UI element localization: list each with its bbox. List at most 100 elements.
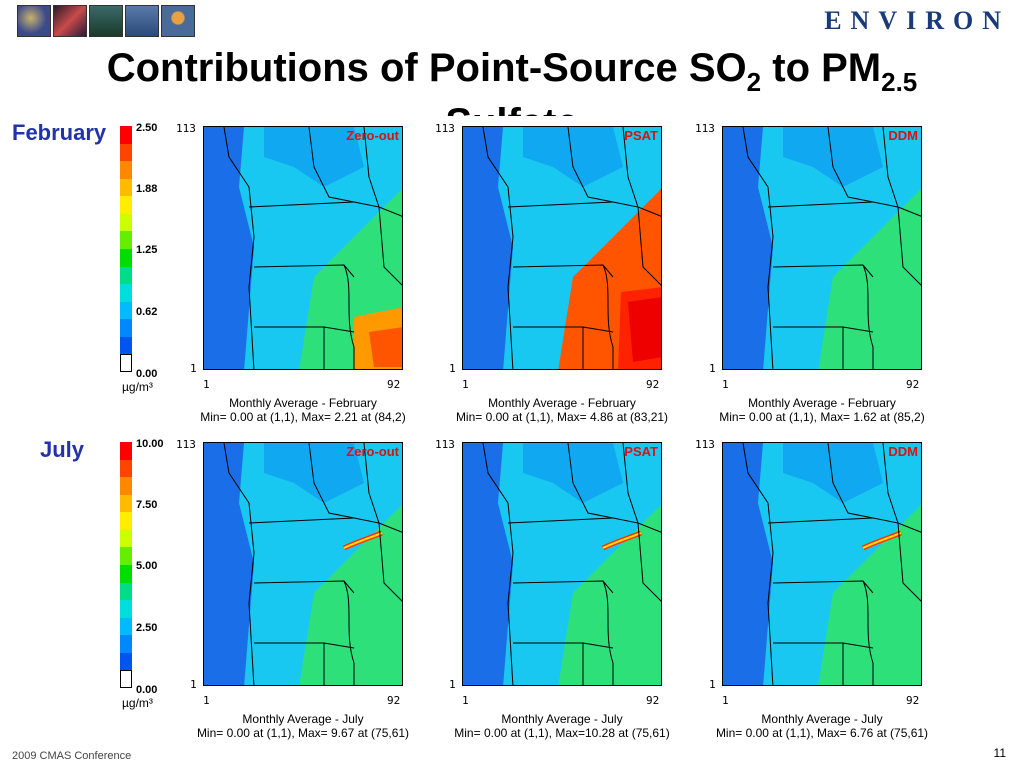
page-title: Contributions of Point-Source SO2 to PM2… — [0, 38, 1024, 116]
axis-xmax: 92 — [646, 378, 660, 391]
scale-unit: µg/m³ — [122, 380, 153, 394]
scale-tick: 7.50 — [136, 499, 158, 511]
color-bar-segment — [120, 635, 132, 653]
dna-photo-icon — [53, 5, 87, 37]
color-bar-segment — [120, 336, 132, 355]
color-bar-segment — [120, 196, 132, 214]
page-number: 11 — [993, 746, 1006, 760]
balloon-photo-icon — [161, 5, 195, 37]
color-bar-segment — [120, 670, 132, 688]
method-label: DDM — [888, 128, 918, 143]
row-label-february: February — [10, 120, 109, 146]
scale-unit: µg/m³ — [122, 696, 153, 710]
color-bar-segment — [120, 354, 132, 372]
color-bar-segment — [120, 301, 132, 320]
map-svg — [204, 443, 402, 685]
concentration-map — [722, 442, 922, 686]
title-sub1: 2 — [746, 67, 762, 97]
map-caption-stats: Min= 0.00 at (1,1), Max= 1.62 at (85,2) — [719, 410, 925, 424]
map-caption-stats: Min= 0.00 at (1,1), Max=10.28 at (75,61) — [454, 726, 670, 740]
method-label: PSAT — [624, 444, 658, 459]
color-bar-segment — [120, 617, 132, 636]
scale-tick: 5.00 — [136, 560, 158, 572]
map-caption-title: Monthly Average - February — [488, 396, 636, 410]
map-caption-stats: Min= 0.00 at (1,1), Max= 9.67 at (75,61) — [196, 726, 410, 740]
map-caption-stats: Min= 0.00 at (1,1), Max= 4.86 at (83,21) — [455, 410, 669, 424]
axis-ymin: 1 — [709, 362, 716, 375]
color-bar-segment — [120, 494, 132, 513]
scale-tick: 0.00 — [136, 684, 158, 696]
axis-ymax: 113 — [435, 122, 455, 135]
axis-ymin: 1 — [449, 362, 456, 375]
color-bar-segment — [120, 126, 132, 144]
concentration-map — [722, 126, 922, 370]
color-bar-segment — [120, 512, 132, 530]
color-bar-segment — [120, 319, 132, 337]
axis-xmin: 1 — [203, 378, 210, 391]
color-bar-segment — [120, 161, 132, 179]
map-caption-stats: Min= 0.00 at (1,1), Max= 6.76 at (75,61) — [715, 726, 929, 740]
color-bar-segment — [120, 266, 132, 285]
axis-ymax: 113 — [695, 122, 715, 135]
axis-ymin: 1 — [190, 362, 197, 375]
axis-ymax: 113 — [176, 438, 196, 451]
axis-xmin: 1 — [462, 694, 469, 707]
method-label: Zero-out — [346, 444, 399, 459]
color-bar-segment — [120, 442, 132, 460]
map-caption-title: Monthly Average - July — [501, 712, 623, 726]
footer-conference: 2009 CMAS Conference — [12, 750, 132, 762]
scale-tick: 1.88 — [136, 183, 158, 195]
axis-xmin: 1 — [722, 694, 729, 707]
title-part2: to PM — [761, 46, 882, 90]
axis-xmax: 92 — [387, 694, 401, 707]
color-bar-segment — [120, 459, 132, 478]
title-sub2: 2.5 — [881, 67, 918, 97]
map-svg — [723, 443, 921, 685]
map-svg — [723, 127, 921, 369]
color-bar-segment — [120, 477, 132, 495]
color-bar-segment — [120, 143, 132, 162]
map-svg — [204, 127, 402, 369]
color-bar-segment — [120, 600, 132, 618]
scale-tick: 0.00 — [136, 368, 158, 380]
map-caption-stats: Min= 0.00 at (1,1), Max= 2.21 at (84,2) — [200, 410, 406, 424]
method-label: DDM — [888, 444, 918, 459]
title-part1: Contributions of Point-Source SO — [106, 46, 747, 90]
method-label: Zero-out — [346, 128, 399, 143]
color-bar-segment — [120, 547, 132, 565]
axis-xmax: 92 — [906, 378, 920, 391]
map-caption-title: Monthly Average - July — [761, 712, 883, 726]
map-svg — [463, 127, 661, 369]
map-caption-title: Monthly Average - July — [242, 712, 364, 726]
row-label-july: July — [38, 437, 87, 463]
concentration-map — [462, 442, 662, 686]
color-bar-segment — [120, 248, 132, 267]
color-bar-segment — [120, 284, 132, 302]
axis-ymin: 1 — [449, 678, 456, 691]
title-line2: Sulfate — [0, 93, 1024, 116]
scale-tick: 2.50 — [136, 622, 158, 634]
axis-xmin: 1 — [722, 378, 729, 391]
map-caption-title: Monthly Average - February — [229, 396, 377, 410]
axis-ymax: 113 — [695, 438, 715, 451]
axis-xmax: 92 — [387, 378, 401, 391]
method-label: PSAT — [624, 128, 658, 143]
axis-xmin: 1 — [462, 378, 469, 391]
color-bar-segment — [120, 178, 132, 197]
scale-tick: 2.50 — [136, 122, 158, 134]
color-bar-segment — [120, 564, 132, 583]
axis-xmax: 92 — [646, 694, 660, 707]
color-bar-segment — [120, 582, 132, 601]
color-bar — [120, 126, 132, 372]
scale-tick: 0.62 — [136, 306, 158, 318]
axis-xmax: 92 — [906, 694, 920, 707]
forest-photo-icon — [89, 5, 123, 37]
axis-ymax: 113 — [435, 438, 455, 451]
map-svg — [463, 443, 661, 685]
axis-xmin: 1 — [203, 694, 210, 707]
color-bar-segment — [120, 529, 132, 548]
axis-ymax: 113 — [176, 122, 196, 135]
map-caption-title: Monthly Average - February — [748, 396, 896, 410]
color-bar-segment — [120, 231, 132, 249]
color-bar — [120, 442, 132, 688]
